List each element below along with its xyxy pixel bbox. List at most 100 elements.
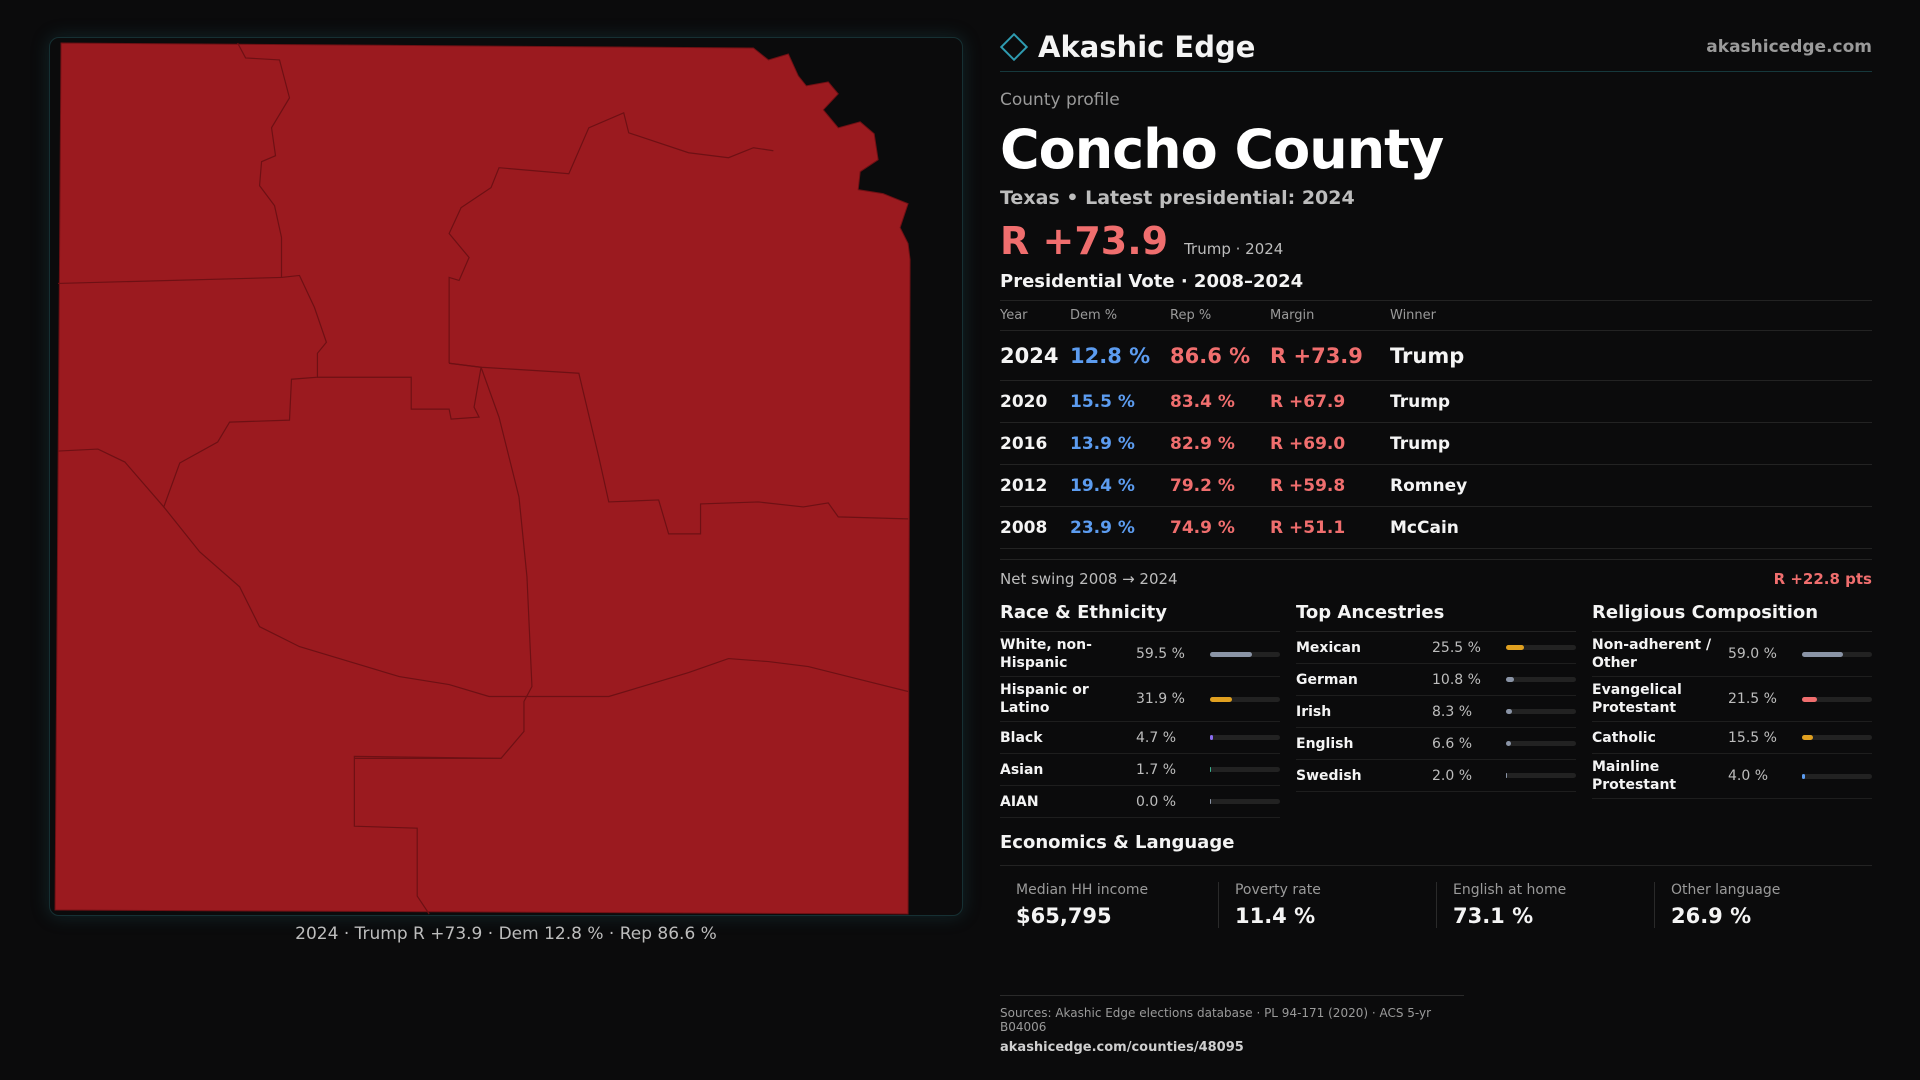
list-item-value: 4.7 %	[1136, 729, 1177, 746]
cell-rep: 79.2 %	[1170, 464, 1270, 507]
subtitle: Texas • Latest presidential: 2024	[1000, 187, 1355, 209]
map-caption: 2024 · Trump R +73.9 · Dem 12.8 % · Rep …	[295, 924, 717, 944]
table-row: 2012 19.4 % 79.2 % R +59.8 Romney	[1000, 464, 1872, 507]
race-ethnicity-title: Race & Ethnicity	[1000, 602, 1280, 632]
bar-track	[1802, 735, 1872, 740]
list-item-value: 0.0 %	[1136, 793, 1177, 810]
headline-note: Trump · 2024	[1184, 240, 1284, 258]
bar-fill	[1506, 773, 1508, 778]
bar-fill	[1210, 651, 1252, 657]
list-item-value: 25.5 %	[1432, 639, 1481, 656]
list-item-label: Asian	[1000, 761, 1044, 778]
brand-url-link[interactable]: akashicedge.com	[1706, 36, 1872, 57]
bar-fill	[1506, 645, 1524, 650]
list-item: White, non-Hispanic 59.5 %	[1000, 632, 1280, 677]
econ-value: 26.9 %	[1670, 904, 1752, 928]
net-swing-value: R +22.8 pts	[1773, 570, 1872, 588]
county-map-svg	[54, 42, 911, 915]
list-item: Irish 8.3 %	[1296, 696, 1576, 728]
bar-fill	[1210, 767, 1212, 772]
cell-margin: R +59.8	[1270, 464, 1390, 507]
list-item-label: White, non-Hispanic	[1000, 637, 1092, 671]
religious-composition-title: Religious Composition	[1592, 602, 1872, 632]
header-year: Year	[1000, 300, 1070, 331]
cell-margin: R +51.1	[1270, 506, 1390, 549]
list-item-value: 31.9 %	[1136, 691, 1185, 707]
econ-label: Other language	[1670, 882, 1781, 898]
table-row: 2016 13.9 % 82.9 % R +69.0 Trump	[1000, 422, 1872, 465]
econ-value: $65,795	[1016, 904, 1112, 928]
headline-margin: R +73.9	[1000, 219, 1169, 263]
cell-year: 2024	[1000, 330, 1070, 381]
list-item-label: Hispanic or Latino	[1000, 682, 1089, 716]
bar-track	[1210, 735, 1280, 740]
net-swing-label: Net swing 2008 → 2024	[1000, 570, 1178, 588]
table-row: 2024 12.8 % 86.6 % R +73.9 Trump	[1000, 330, 1872, 381]
cell-dem: 23.9 %	[1070, 506, 1170, 549]
bar-fill	[1802, 696, 1818, 702]
net-swing-row: Net swing 2008 → 2024 R +22.8 pts	[1000, 559, 1872, 588]
eyebrow-label: County profile	[1000, 90, 1120, 110]
sources-url-link[interactable]: akashicedge.com/counties/48095	[1000, 1040, 1244, 1055]
cell-margin: R +69.0	[1270, 422, 1390, 465]
list-item-value: 59.5 %	[1136, 646, 1185, 662]
list-item: German 10.8 %	[1296, 664, 1576, 696]
econ-label: Poverty rate	[1234, 882, 1321, 898]
bar-track	[1210, 799, 1280, 804]
econ-median-income: Median HH income $65,795	[1000, 882, 1218, 928]
economics-row: Median HH income $65,795 Poverty rate 11…	[1000, 882, 1872, 928]
bar-track	[1802, 773, 1872, 779]
county-map	[49, 37, 963, 916]
list-item-value: 4.0 %	[1728, 768, 1769, 784]
cell-rep: 82.9 %	[1170, 422, 1270, 465]
bar-track	[1506, 677, 1576, 682]
list-item-value: 59.0 %	[1728, 646, 1777, 662]
bar-fill	[1802, 773, 1805, 779]
list-item: Hispanic or Latino 31.9 %	[1000, 677, 1280, 722]
cell-dem: 15.5 %	[1070, 380, 1170, 423]
demographics-grid: Race & Ethnicity White, non-Hispanic 59.5…	[1000, 602, 1872, 818]
cell-year: 2008	[1000, 506, 1070, 549]
econ-value: 73.1 %	[1452, 904, 1534, 928]
list-item-label: Black	[1000, 729, 1043, 746]
cell-margin: R +73.9	[1270, 330, 1390, 381]
bar-fill	[1506, 709, 1512, 714]
cell-winner: McCain	[1390, 506, 1872, 549]
header-rep: Rep %	[1170, 300, 1270, 331]
precinct-lines	[57, 42, 909, 915]
diamond-icon	[999, 32, 1029, 61]
econ-label: English at home	[1452, 882, 1567, 898]
list-item-value: 1.7 %	[1136, 761, 1177, 778]
list-item: Non-adherent / Other 59.0 %	[1592, 632, 1872, 677]
list-item-value: 21.5 %	[1728, 691, 1777, 707]
econ-poverty-rate: Poverty rate 11.4 %	[1217, 882, 1436, 928]
list-item: Black 4.7 %	[1000, 722, 1280, 754]
list-item: Mexican 25.5 %	[1296, 632, 1576, 664]
list-item: Catholic 15.5 %	[1592, 722, 1872, 754]
list-item-label: Mexican	[1296, 639, 1361, 656]
top-ancestries-title: Top Ancestries	[1296, 602, 1576, 632]
cell-winner: Trump	[1390, 330, 1872, 381]
list-item-label: Irish	[1296, 703, 1332, 720]
religious-composition-section: Religious Composition Non-adherent / Oth…	[1592, 602, 1872, 818]
cell-winner: Romney	[1390, 464, 1872, 507]
header-margin: Margin	[1270, 300, 1390, 331]
bar-fill	[1506, 741, 1511, 746]
race-ethnicity-section: Race & Ethnicity White, non-Hispanic 59.5…	[1000, 602, 1280, 818]
cell-year: 2012	[1000, 464, 1070, 507]
presidential-vote-table: Year Dem % Rep % Margin Winner 2024 12.8…	[1000, 300, 1872, 549]
page-title: Concho County	[1000, 118, 1444, 181]
econ-value: 11.4 %	[1234, 904, 1316, 928]
list-item: English 6.6 %	[1296, 728, 1576, 760]
bar-track	[1210, 651, 1280, 657]
presidential-vote-title: Presidential Vote · 2008–2024	[1000, 271, 1304, 292]
header-winner: Winner	[1390, 300, 1872, 331]
cell-dem: 12.8 %	[1070, 330, 1170, 381]
economics-title: Economics & Language	[1000, 832, 1872, 866]
bar-fill	[1210, 735, 1214, 740]
bar-track	[1506, 709, 1576, 714]
cell-margin: R +67.9	[1270, 380, 1390, 423]
sources-footer: Sources: Akashic Edge elections database…	[1000, 995, 1464, 1055]
bar-fill	[1210, 799, 1212, 804]
list-item-label: Non-adherent / Other	[1592, 637, 1712, 671]
